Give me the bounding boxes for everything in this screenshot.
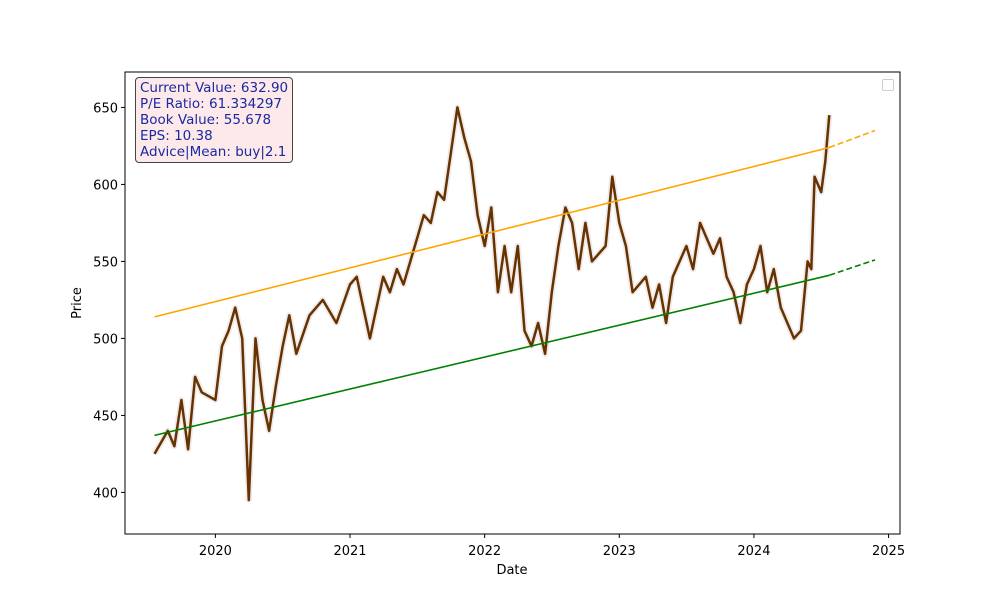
x-tick-label: 2021 <box>333 544 366 559</box>
lower-trend-projection <box>829 259 876 277</box>
x-axis-label: Date <box>496 563 527 578</box>
eps: EPS: 10.38 <box>140 128 213 144</box>
advice-mean: Advice|Mean: buy|2.1 <box>140 144 287 160</box>
y-tick-label: 400 <box>93 486 118 501</box>
y-tick-label: 650 <box>93 101 118 116</box>
y-tick-label: 500 <box>93 332 118 347</box>
x-tick-label: 2024 <box>737 544 770 559</box>
upper-trend-line <box>154 146 830 318</box>
x-tick-label: 2025 <box>872 544 905 559</box>
legend <box>882 79 894 91</box>
current-value: Current Value: 632.90 <box>140 80 289 96</box>
info-box: Current Value: 632.90 P/E Ratio: 61.3342… <box>135 77 294 163</box>
x-tick-label: 2023 <box>603 544 636 559</box>
y-axis-label: Price <box>70 287 85 319</box>
pe-ratio: P/E Ratio: 61.334297 <box>140 96 283 112</box>
upper-trend-projection <box>829 129 876 149</box>
lower-trend-line <box>154 274 830 437</box>
y-tick-label: 550 <box>93 255 118 270</box>
x-tick-label: 2022 <box>468 544 501 559</box>
x-tick-label: 2020 <box>199 544 232 559</box>
price-line <box>153 106 831 502</box>
y-tick-label: 450 <box>93 409 118 424</box>
book-value: Book Value: 55.678 <box>140 112 272 128</box>
y-tick-label: 600 <box>93 178 118 193</box>
